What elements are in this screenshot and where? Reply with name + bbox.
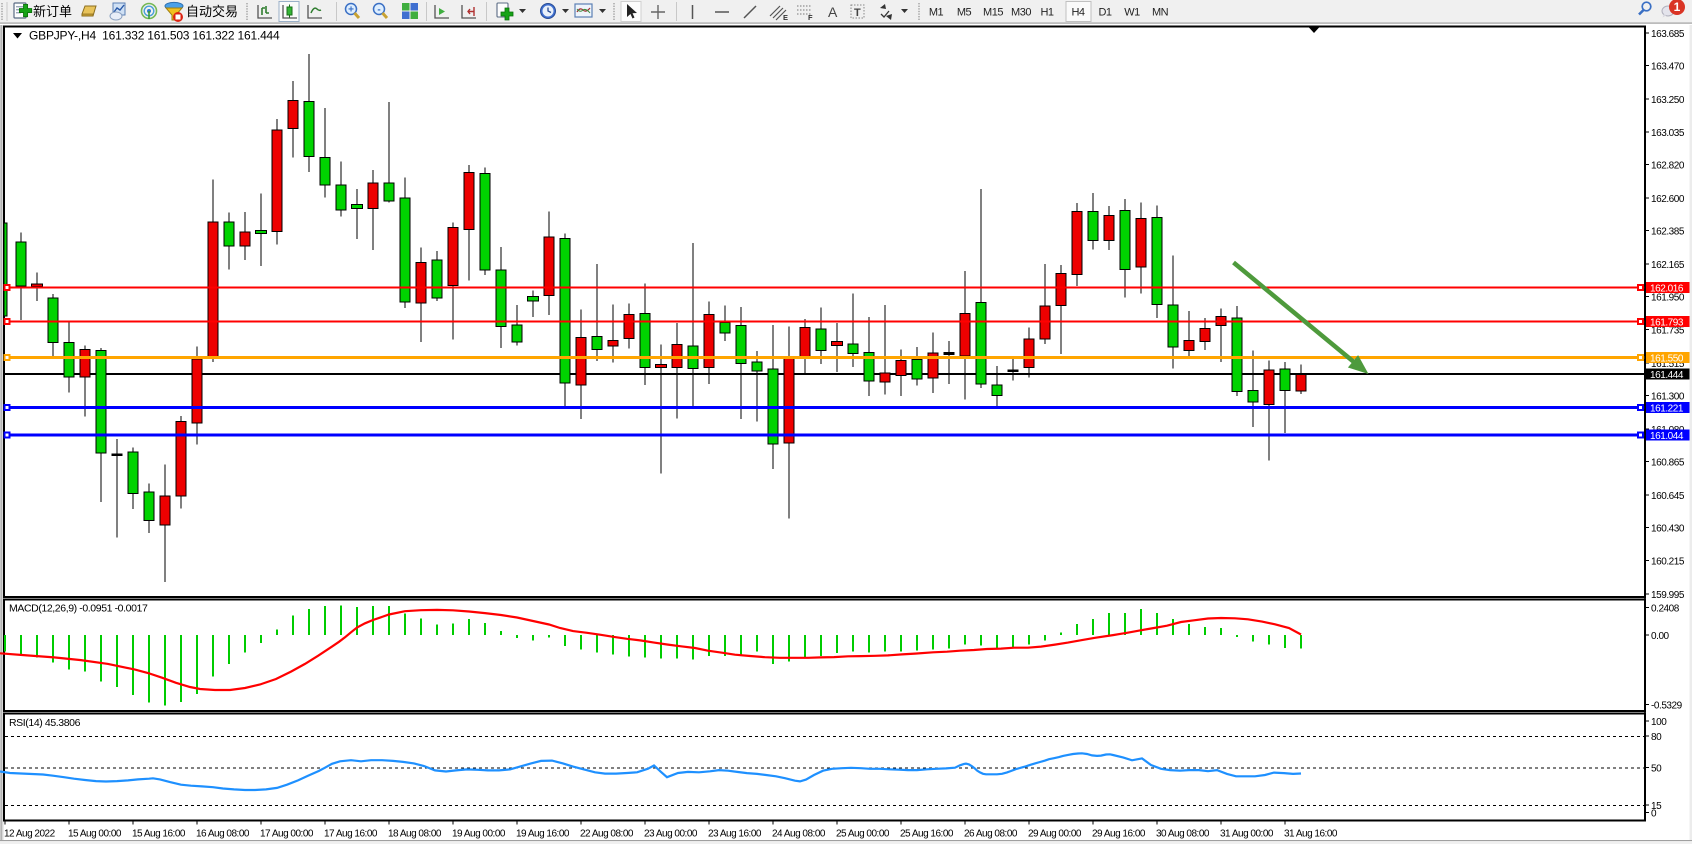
svg-text:100: 100 [1651, 717, 1667, 728]
svg-text:30 Aug 08:00: 30 Aug 08:00 [1156, 828, 1210, 839]
svg-text:M30: M30 [1011, 7, 1031, 19]
svg-text:162.385: 162.385 [1651, 227, 1685, 238]
svg-text:29 Aug 16:00: 29 Aug 16:00 [1092, 828, 1146, 839]
svg-text:+: + [348, 5, 354, 16]
svg-text:1: 1 [1674, 0, 1681, 14]
svg-text:17 Aug 00:00: 17 Aug 00:00 [260, 828, 314, 839]
svg-text:F: F [808, 13, 813, 22]
svg-text:15 Aug 00:00: 15 Aug 00:00 [68, 828, 122, 839]
svg-text:161.300: 161.300 [1651, 392, 1685, 403]
svg-text:-: - [377, 5, 380, 16]
svg-text:D1: D1 [1098, 7, 1111, 19]
svg-text:12 Aug 2022: 12 Aug 2022 [4, 828, 56, 839]
svg-text:0: 0 [1651, 809, 1657, 820]
svg-text:W1: W1 [1124, 7, 1140, 19]
svg-text:H4: H4 [1071, 7, 1084, 19]
svg-text:M1: M1 [929, 7, 944, 19]
svg-text:25 Aug 00:00: 25 Aug 00:00 [836, 828, 890, 839]
svg-text:160.430: 160.430 [1651, 524, 1685, 535]
svg-text:M5: M5 [957, 7, 972, 19]
svg-text:31 Aug 16:00: 31 Aug 16:00 [1284, 828, 1338, 839]
svg-text:160.645: 160.645 [1651, 491, 1685, 502]
svg-text:25 Aug 16:00: 25 Aug 16:00 [900, 828, 954, 839]
svg-text:19 Aug 00:00: 19 Aug 00:00 [452, 828, 506, 839]
svg-text:161.793: 161.793 [1650, 318, 1684, 329]
svg-text:T: T [854, 7, 861, 19]
svg-text:161.444: 161.444 [1650, 370, 1684, 381]
svg-text:50: 50 [1651, 763, 1662, 774]
svg-text:80: 80 [1651, 732, 1662, 743]
svg-text:29 Aug 00:00: 29 Aug 00:00 [1028, 828, 1082, 839]
svg-text:19 Aug 16:00: 19 Aug 16:00 [516, 828, 570, 839]
svg-text:162.600: 162.600 [1651, 194, 1685, 205]
svg-text:163.685: 163.685 [1651, 29, 1685, 40]
svg-text:162.820: 162.820 [1651, 160, 1685, 171]
svg-text:GBPJPY-,H4 161.332 161.503 16: GBPJPY-,H4 161.332 161.503 161.322 161.4… [29, 29, 280, 43]
svg-text:MACD(12,26,9) -0.0951 -0.0017: MACD(12,26,9) -0.0951 -0.0017 [9, 603, 148, 615]
svg-text:H1: H1 [1040, 7, 1053, 19]
svg-text:24 Aug 08:00: 24 Aug 08:00 [772, 828, 826, 839]
svg-text:161.044: 161.044 [1650, 431, 1684, 442]
svg-text:161.735: 161.735 [1651, 325, 1685, 336]
svg-text:A: A [828, 4, 838, 20]
svg-text:163.035: 163.035 [1651, 128, 1685, 139]
svg-text:MN: MN [1152, 7, 1169, 19]
svg-text:新订单: 新订单 [33, 4, 72, 19]
svg-text:161.550: 161.550 [1650, 354, 1684, 365]
svg-text:0.00: 0.00 [1651, 631, 1670, 642]
svg-text:161.950: 161.950 [1651, 293, 1685, 304]
svg-text:162.165: 162.165 [1651, 260, 1685, 271]
svg-text:163.250: 163.250 [1651, 95, 1685, 106]
svg-text:160.865: 160.865 [1651, 458, 1685, 469]
svg-text:E: E [783, 13, 788, 22]
svg-text:15 Aug 16:00: 15 Aug 16:00 [132, 828, 186, 839]
svg-text:-0.5329: -0.5329 [1651, 700, 1683, 711]
svg-text:161.221: 161.221 [1650, 404, 1684, 415]
svg-text:31 Aug 00:00: 31 Aug 00:00 [1220, 828, 1274, 839]
svg-text:161.515: 161.515 [1651, 359, 1685, 370]
svg-text:23 Aug 16:00: 23 Aug 16:00 [708, 828, 762, 839]
svg-text:163.470: 163.470 [1651, 62, 1685, 73]
svg-text:160.215: 160.215 [1651, 556, 1685, 567]
svg-text:23 Aug 00:00: 23 Aug 00:00 [644, 828, 698, 839]
svg-text:18 Aug 08:00: 18 Aug 08:00 [388, 828, 442, 839]
svg-text:自动交易: 自动交易 [186, 4, 238, 19]
svg-text:16 Aug 08:00: 16 Aug 08:00 [196, 828, 250, 839]
svg-text:22 Aug 08:00: 22 Aug 08:00 [580, 828, 634, 839]
svg-text:17 Aug 16:00: 17 Aug 16:00 [324, 828, 378, 839]
svg-text:M15: M15 [983, 7, 1003, 19]
svg-text:RSI(14) 45.3806: RSI(14) 45.3806 [9, 717, 81, 729]
svg-text:162.016: 162.016 [1650, 284, 1684, 295]
svg-text:26 Aug 08:00: 26 Aug 08:00 [964, 828, 1018, 839]
svg-text:0.2408: 0.2408 [1651, 603, 1680, 614]
svg-text:15: 15 [1651, 801, 1662, 812]
svg-text:159.995: 159.995 [1651, 590, 1685, 601]
